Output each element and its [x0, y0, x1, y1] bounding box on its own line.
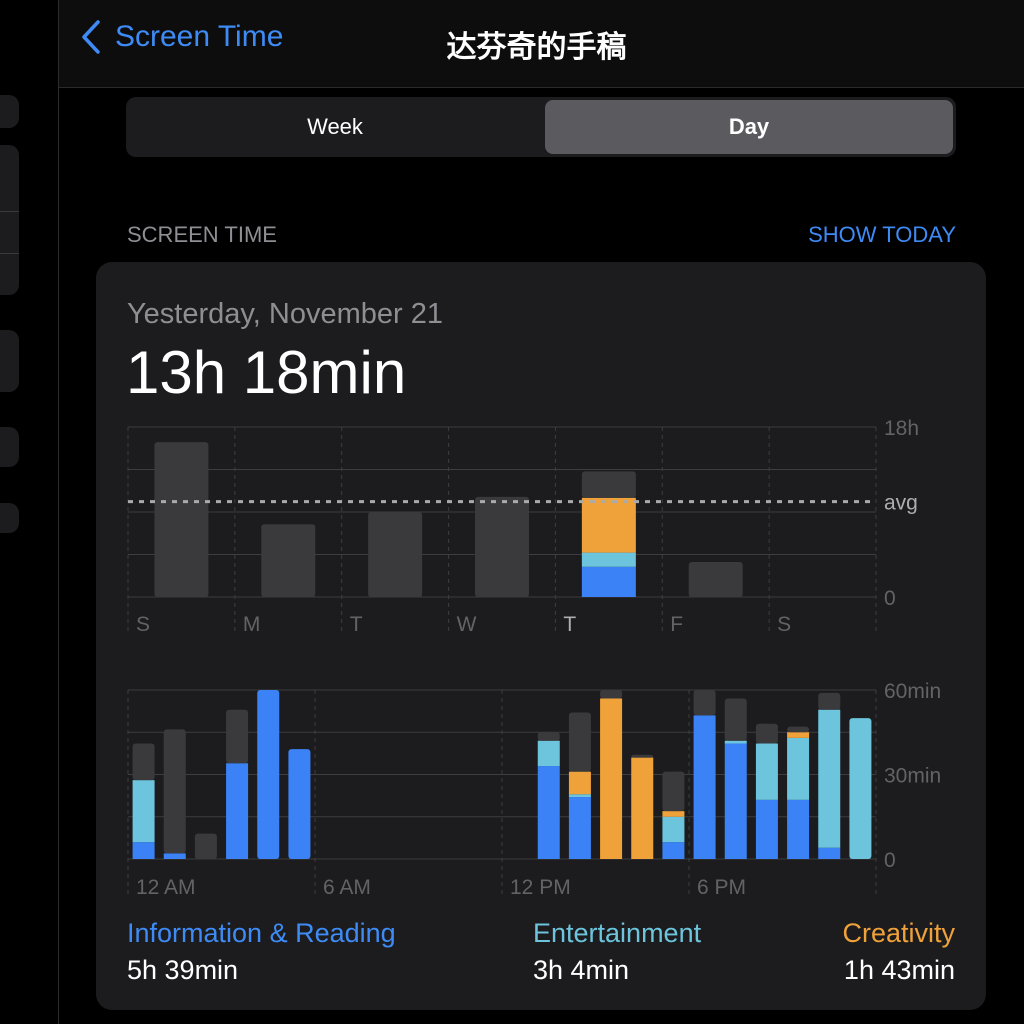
bar-segment-info: [163, 853, 186, 859]
bar-segment-entertainment: [818, 709, 841, 848]
bar-segment-other: [368, 512, 423, 597]
bar-segment-other: [163, 729, 186, 854]
y-label-avg: avg: [884, 492, 918, 515]
bar-segment-entertainment: [724, 740, 747, 744]
sidebar: [0, 0, 59, 1024]
bar-segment-other: [600, 690, 623, 699]
sidebar-card[interactable]: [0, 95, 19, 128]
bar-segment-entertainment: [568, 794, 591, 798]
bar-segment-creativity: [581, 497, 636, 553]
bar-segment-creativity: [568, 771, 591, 795]
sidebar-card[interactable]: [0, 330, 19, 392]
bar-segment-info: [568, 797, 591, 859]
x-tick-label: M: [243, 613, 261, 636]
bar-segment-other: [662, 771, 685, 812]
legend-creativity: Creativity 1h 43min: [842, 918, 955, 986]
legend-label: Creativity: [842, 918, 955, 948]
bar-segment-creativity: [631, 757, 654, 859]
bar-segment-other: [194, 833, 217, 859]
section-title: SCREEN TIME: [127, 222, 277, 247]
bar-segment-info: [693, 715, 716, 859]
total-time: 13h 18min: [126, 339, 407, 406]
sidebar-card[interactable]: [0, 427, 19, 467]
bar-segment-creativity: [787, 732, 810, 738]
y-label-max: 18h: [884, 417, 919, 440]
bar-segment-info: [662, 842, 685, 859]
x-tick-label: S: [136, 613, 150, 636]
bar-segment-info: [581, 566, 636, 597]
bar-segment-info: [226, 763, 249, 859]
bar-segment-other: [261, 524, 316, 597]
bar-segment-entertainment: [581, 552, 636, 567]
bar-segment-info: [537, 766, 560, 859]
back-label: Screen Time: [115, 20, 284, 53]
sidebar-card[interactable]: [0, 503, 19, 533]
bar-segment-other: [755, 723, 778, 744]
bar-segment-other: [688, 562, 743, 597]
tab-day[interactable]: Day: [545, 100, 953, 154]
legend-value: 1h 43min: [843, 955, 955, 985]
x-tick-label: 12 PM: [510, 876, 571, 899]
bar-segment-info: [288, 749, 311, 859]
bar-segment-info: [818, 847, 841, 859]
nav-bar: Screen Time 达芬奇的手稿: [59, 0, 1024, 88]
bar-segment-other: [787, 726, 810, 733]
bar-segment-other: [537, 732, 560, 741]
legend-label: Entertainment: [533, 918, 702, 948]
legend-value: 3h 4min: [533, 955, 630, 985]
bar-segment-other: [154, 442, 209, 597]
legend-label: Information & Reading: [127, 918, 396, 948]
y-label-max: 60min: [884, 680, 941, 703]
page-title: 达芬奇的手稿: [446, 31, 627, 64]
x-tick-label: F: [670, 613, 683, 636]
legend-entertainment: Entertainment 3h 4min: [533, 918, 701, 986]
sidebar-card[interactable]: [0, 145, 19, 295]
bar-segment-info: [787, 799, 810, 859]
bar-segment-other: [581, 471, 636, 498]
y-label-zero: 0: [884, 587, 896, 610]
x-tick-label: T: [350, 613, 363, 636]
bar-segment-info: [724, 743, 747, 859]
bar-segment-creativity: [662, 811, 685, 817]
usage-charts: S M T W T F S 18h avg 0 12 AM 6 AM 12 PM 6 PM 60min 30m…: [127, 417, 941, 899]
x-tick-label: 6 AM: [323, 876, 371, 899]
x-tick-label: 6 PM: [697, 876, 746, 899]
bar-segment-entertainment: [787, 737, 810, 800]
period-segmented-control: Week Day: [126, 97, 956, 157]
legend-info: Information & Reading 5h 39min: [127, 918, 396, 986]
tab-week[interactable]: Week: [307, 114, 363, 139]
show-today-button[interactable]: SHOW TODAY: [808, 222, 956, 247]
x-tick-label: S: [777, 613, 791, 636]
x-tick-label: T: [563, 613, 576, 636]
bar-segment-other: [132, 743, 155, 781]
back-button[interactable]: Screen Time: [81, 20, 283, 54]
bar-segment-creativity: [600, 698, 623, 859]
legend-value: 5h 39min: [127, 955, 239, 985]
bar-segment-other: [226, 709, 249, 764]
bar-segment-entertainment: [132, 780, 155, 843]
bar-segment-other: [818, 692, 841, 710]
y-label-zero: 0: [884, 849, 896, 872]
bar-segment-other: [724, 698, 747, 741]
x-tick-label: 12 AM: [136, 876, 196, 899]
bar-segment-other: [568, 712, 591, 772]
chevron-left-icon: [82, 20, 100, 54]
bar-segment-entertainment: [849, 718, 872, 859]
date-label: Yesterday, November 21: [127, 298, 443, 330]
sidebar-divider: [0, 211, 19, 212]
bar-segment-other: [631, 754, 654, 758]
x-tick-label: W: [457, 613, 477, 636]
bar-segment-info: [755, 799, 778, 859]
bar-segment-other: [475, 496, 529, 597]
bar-segment-entertainment: [662, 816, 685, 843]
bar-segment-other: [693, 690, 716, 716]
bar-segment-info: [132, 842, 155, 859]
sidebar-divider: [0, 253, 19, 254]
bar-segment-entertainment: [537, 740, 560, 767]
y-label-mid: 30min: [884, 765, 941, 788]
bar-segment-info: [257, 690, 280, 859]
bar-segment-entertainment: [755, 743, 778, 800]
